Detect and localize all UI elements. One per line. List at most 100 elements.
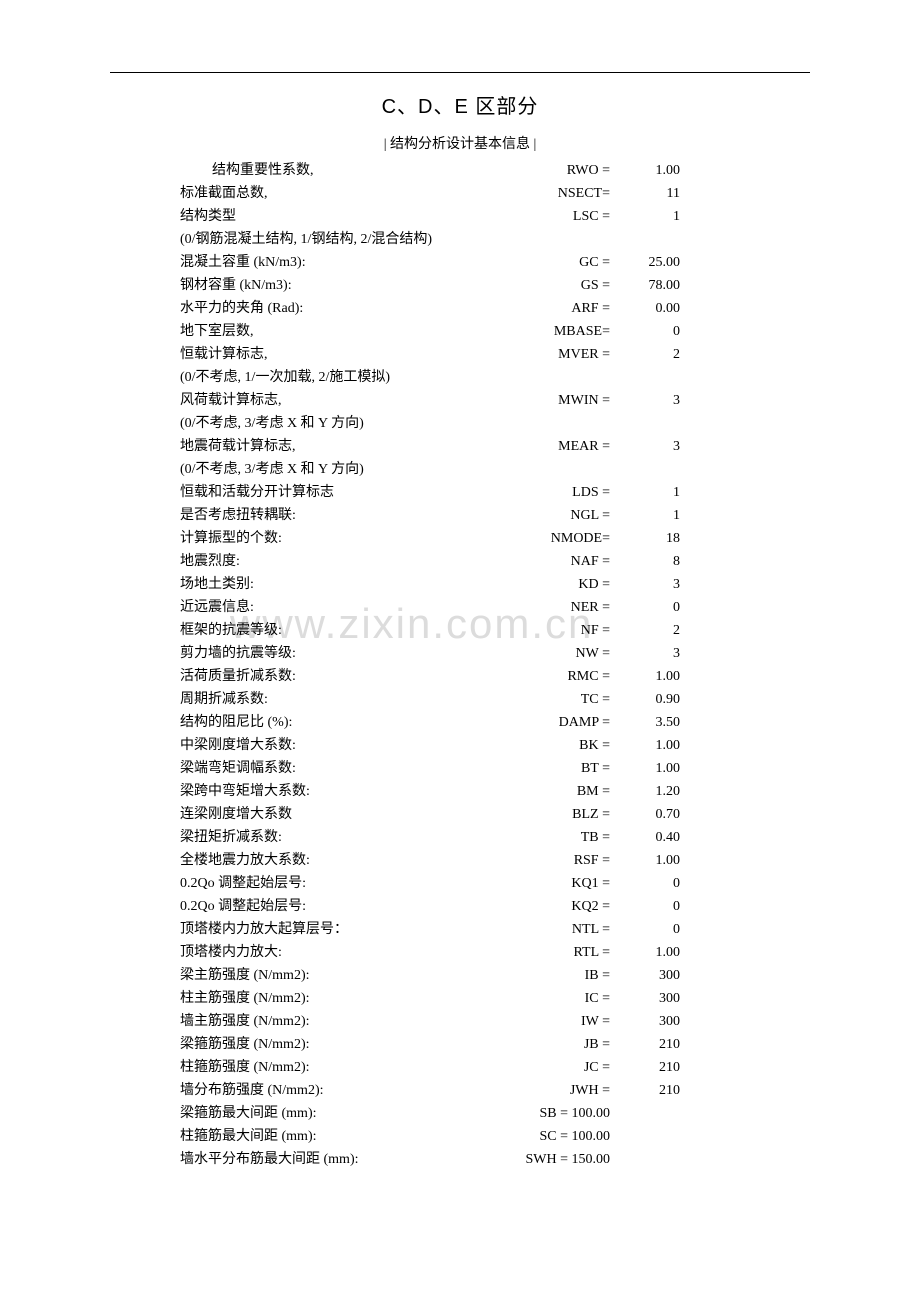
parameter-row: 结构的阻尼比 (%):DAMP =3.50 — [180, 711, 740, 734]
parameter-row: 墙分布筋强度 (N/mm2):JWH =210 — [180, 1079, 740, 1102]
parameter-value: 0 — [610, 895, 680, 918]
parameter-variable: NSECT= — [490, 182, 610, 205]
parameter-value: 210 — [610, 1033, 680, 1056]
parameter-note: (0/不考虑, 1/一次加载, 2/施工模拟) — [180, 366, 740, 389]
parameter-label: 顶塔楼内力放大: — [180, 941, 490, 964]
parameter-label: 梁箍筋最大间距 (mm): — [180, 1102, 490, 1125]
parameter-value: 3.50 — [610, 711, 680, 734]
parameter-row: 混凝土容重 (kN/m3):GC =25.00 — [180, 251, 740, 274]
parameter-value: 1 — [610, 481, 680, 504]
parameter-variable: NAF = — [490, 550, 610, 573]
parameter-row: 梁箍筋强度 (N/mm2):JB =210 — [180, 1033, 740, 1056]
parameter-label: 中梁刚度增大系数: — [180, 734, 490, 757]
parameter-variable: SWH = 150.00 — [490, 1148, 610, 1171]
parameter-label: 结构重要性系数, — [180, 159, 490, 182]
parameter-label: 近远震信息: — [180, 596, 490, 619]
parameter-label: 梁主筋强度 (N/mm2): — [180, 964, 490, 987]
parameter-row: 全楼地震力放大系数:RSF =1.00 — [180, 849, 740, 872]
parameter-label: 地下室层数, — [180, 320, 490, 343]
parameter-label: 框架的抗震等级: — [180, 619, 490, 642]
parameter-variable: LSC = — [490, 205, 610, 228]
parameter-variable: NF = — [490, 619, 610, 642]
parameter-label: 连梁刚度增大系数 — [180, 803, 490, 826]
parameter-variable: GC = — [490, 251, 610, 274]
parameter-row: 梁端弯矩调幅系数:BT =1.00 — [180, 757, 740, 780]
parameter-variable: BM = — [490, 780, 610, 803]
parameter-variable: RSF = — [490, 849, 610, 872]
parameter-label: 梁跨中弯矩增大系数: — [180, 780, 490, 803]
parameter-note: (0/钢筋混凝土结构, 1/钢结构, 2/混合结构) — [180, 228, 740, 251]
parameter-value: 18 — [610, 527, 680, 550]
parameter-variable: NGL = — [490, 504, 610, 527]
parameter-value: 0 — [610, 596, 680, 619]
parameter-label: 墙水平分布筋最大间距 (mm): — [180, 1148, 490, 1171]
parameter-row: 框架的抗震等级:NF =2 — [180, 619, 740, 642]
parameter-value: 1 — [610, 205, 680, 228]
parameter-variable: KQ2 = — [490, 895, 610, 918]
section-header: | 结构分析设计基本信息 | — [180, 133, 740, 153]
parameter-variable: JB = — [490, 1033, 610, 1056]
top-horizontal-rule — [110, 72, 810, 73]
parameter-row: 场地土类别:KD =3 — [180, 573, 740, 596]
parameter-value: 1.20 — [610, 780, 680, 803]
parameter-label: 活荷质量折减系数: — [180, 665, 490, 688]
parameter-value — [610, 1148, 680, 1171]
parameter-label: 梁端弯矩调幅系数: — [180, 757, 490, 780]
parameter-row: 剪力墙的抗震等级:NW =3 — [180, 642, 740, 665]
parameter-row: 恒载和活载分开计算标志LDS =1 — [180, 481, 740, 504]
parameter-label: 标准截面总数, — [180, 182, 490, 205]
parameter-variable: NW = — [490, 642, 610, 665]
parameter-row: 墙水平分布筋最大间距 (mm):SWH = 150.00 — [180, 1148, 740, 1171]
parameter-label: 结构类型 — [180, 205, 490, 228]
parameter-value: 210 — [610, 1079, 680, 1102]
parameter-row: 水平力的夹角 (Rad):ARF =0.00 — [180, 297, 740, 320]
parameter-row: 活荷质量折减系数:RMC =1.00 — [180, 665, 740, 688]
parameter-value: 3 — [610, 389, 680, 412]
parameter-value: 1.00 — [610, 941, 680, 964]
parameter-value: 0.70 — [610, 803, 680, 826]
parameter-note: (0/不考虑, 3/考虑 X 和 Y 方向) — [180, 458, 740, 481]
parameter-value: 3 — [610, 642, 680, 665]
parameter-label: 水平力的夹角 (Rad): — [180, 297, 490, 320]
parameter-variable: NMODE= — [490, 527, 610, 550]
parameter-variable: NER = — [490, 596, 610, 619]
parameter-row: 是否考虑扭转耦联:NGL =1 — [180, 504, 740, 527]
parameter-value: 0.90 — [610, 688, 680, 711]
parameter-label: 墙主筋强度 (N/mm2): — [180, 1010, 490, 1033]
parameter-variable: KD = — [490, 573, 610, 596]
parameter-note: (0/不考虑, 3/考虑 X 和 Y 方向) — [180, 412, 740, 435]
parameter-row: 标准截面总数,NSECT=11 — [180, 182, 740, 205]
parameter-row: 柱箍筋强度 (N/mm2):JC =210 — [180, 1056, 740, 1079]
parameter-label: 梁箍筋强度 (N/mm2): — [180, 1033, 490, 1056]
parameter-value: 3 — [610, 435, 680, 458]
parameter-label: 地震烈度: — [180, 550, 490, 573]
parameter-value: 25.00 — [610, 251, 680, 274]
parameter-value: 210 — [610, 1056, 680, 1079]
parameter-variable: SB = 100.00 — [490, 1102, 610, 1125]
parameter-value: 1.00 — [610, 757, 680, 780]
parameter-value: 78.00 — [610, 274, 680, 297]
parameter-variable: LDS = — [490, 481, 610, 504]
parameter-label: 梁扭矩折减系数: — [180, 826, 490, 849]
parameter-row: 0.2Qo 调整起始层号:KQ1 =0 — [180, 872, 740, 895]
parameter-row: 结构重要性系数,RWO =1.00 — [180, 159, 740, 182]
parameter-label: 周期折减系数: — [180, 688, 490, 711]
parameter-row: 柱主筋强度 (N/mm2):IC =300 — [180, 987, 740, 1010]
parameter-value — [610, 1102, 680, 1125]
parameter-row: 顶塔楼内力放大:RTL =1.00 — [180, 941, 740, 964]
parameter-value: 1.00 — [610, 159, 680, 182]
parameter-row: 结构类型LSC =1 — [180, 205, 740, 228]
parameter-variable: MEAR = — [490, 435, 610, 458]
parameter-row: 墙主筋强度 (N/mm2):IW =300 — [180, 1010, 740, 1033]
parameter-variable: BT = — [490, 757, 610, 780]
parameter-label: 地震荷载计算标志, — [180, 435, 490, 458]
parameter-label: 柱箍筋强度 (N/mm2): — [180, 1056, 490, 1079]
parameter-variable: GS = — [490, 274, 610, 297]
parameter-variable: MVER = — [490, 343, 610, 366]
parameter-variable: JC = — [490, 1056, 610, 1079]
parameter-label: 风荷载计算标志, — [180, 389, 490, 412]
parameter-label: 混凝土容重 (kN/m3): — [180, 251, 490, 274]
parameter-row: 中梁刚度增大系数:BK =1.00 — [180, 734, 740, 757]
parameter-value: 3 — [610, 573, 680, 596]
parameter-row: 计算振型的个数:NMODE=18 — [180, 527, 740, 550]
